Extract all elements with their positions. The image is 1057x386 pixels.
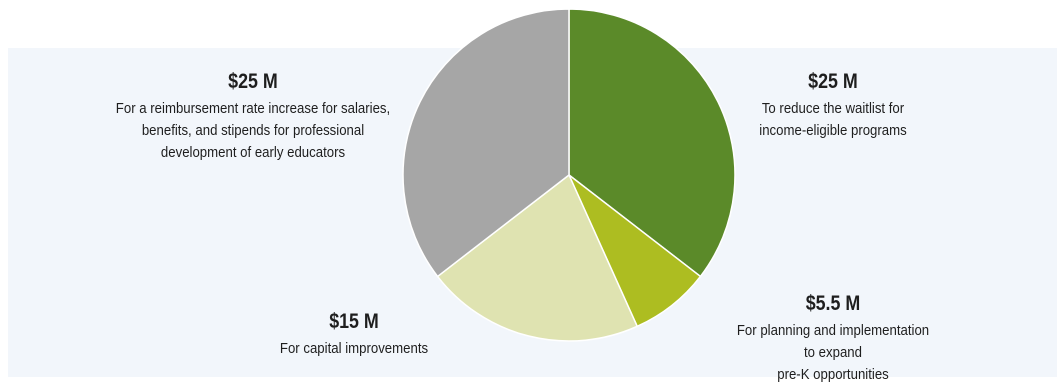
callout-reimbursement: $25 M For a reimbursement rate increase … xyxy=(97,70,409,164)
slice-amount-capital: $15 M xyxy=(329,310,379,333)
slice-amount-waitlist: $25 M xyxy=(808,70,858,93)
callout-waitlist: $25 M To reduce the waitlist for income-… xyxy=(749,70,917,142)
slice-label-waitlist: To reduce the waitlist for income-eligib… xyxy=(759,100,907,139)
slice-amount-pre-k: $5.5 M xyxy=(805,292,861,315)
slice-label-reimbursement: For a reimbursement rate increase for sa… xyxy=(115,100,391,161)
slice-label-capital: For capital improvements xyxy=(279,340,429,357)
pie-slice-waitlist xyxy=(568,8,736,278)
slice-amount-reimbursement: $25 M xyxy=(228,70,278,93)
slice-label-pre-k: For planning and implementation to expan… xyxy=(736,322,930,383)
callout-capital: $15 M For capital improvements xyxy=(270,310,438,360)
callout-pre-k: $5.5 M For planning and implementation t… xyxy=(721,292,945,386)
pie-slice-capital xyxy=(436,173,639,342)
pie-slice-reimbursement xyxy=(402,8,570,278)
pie-chart xyxy=(402,8,736,342)
